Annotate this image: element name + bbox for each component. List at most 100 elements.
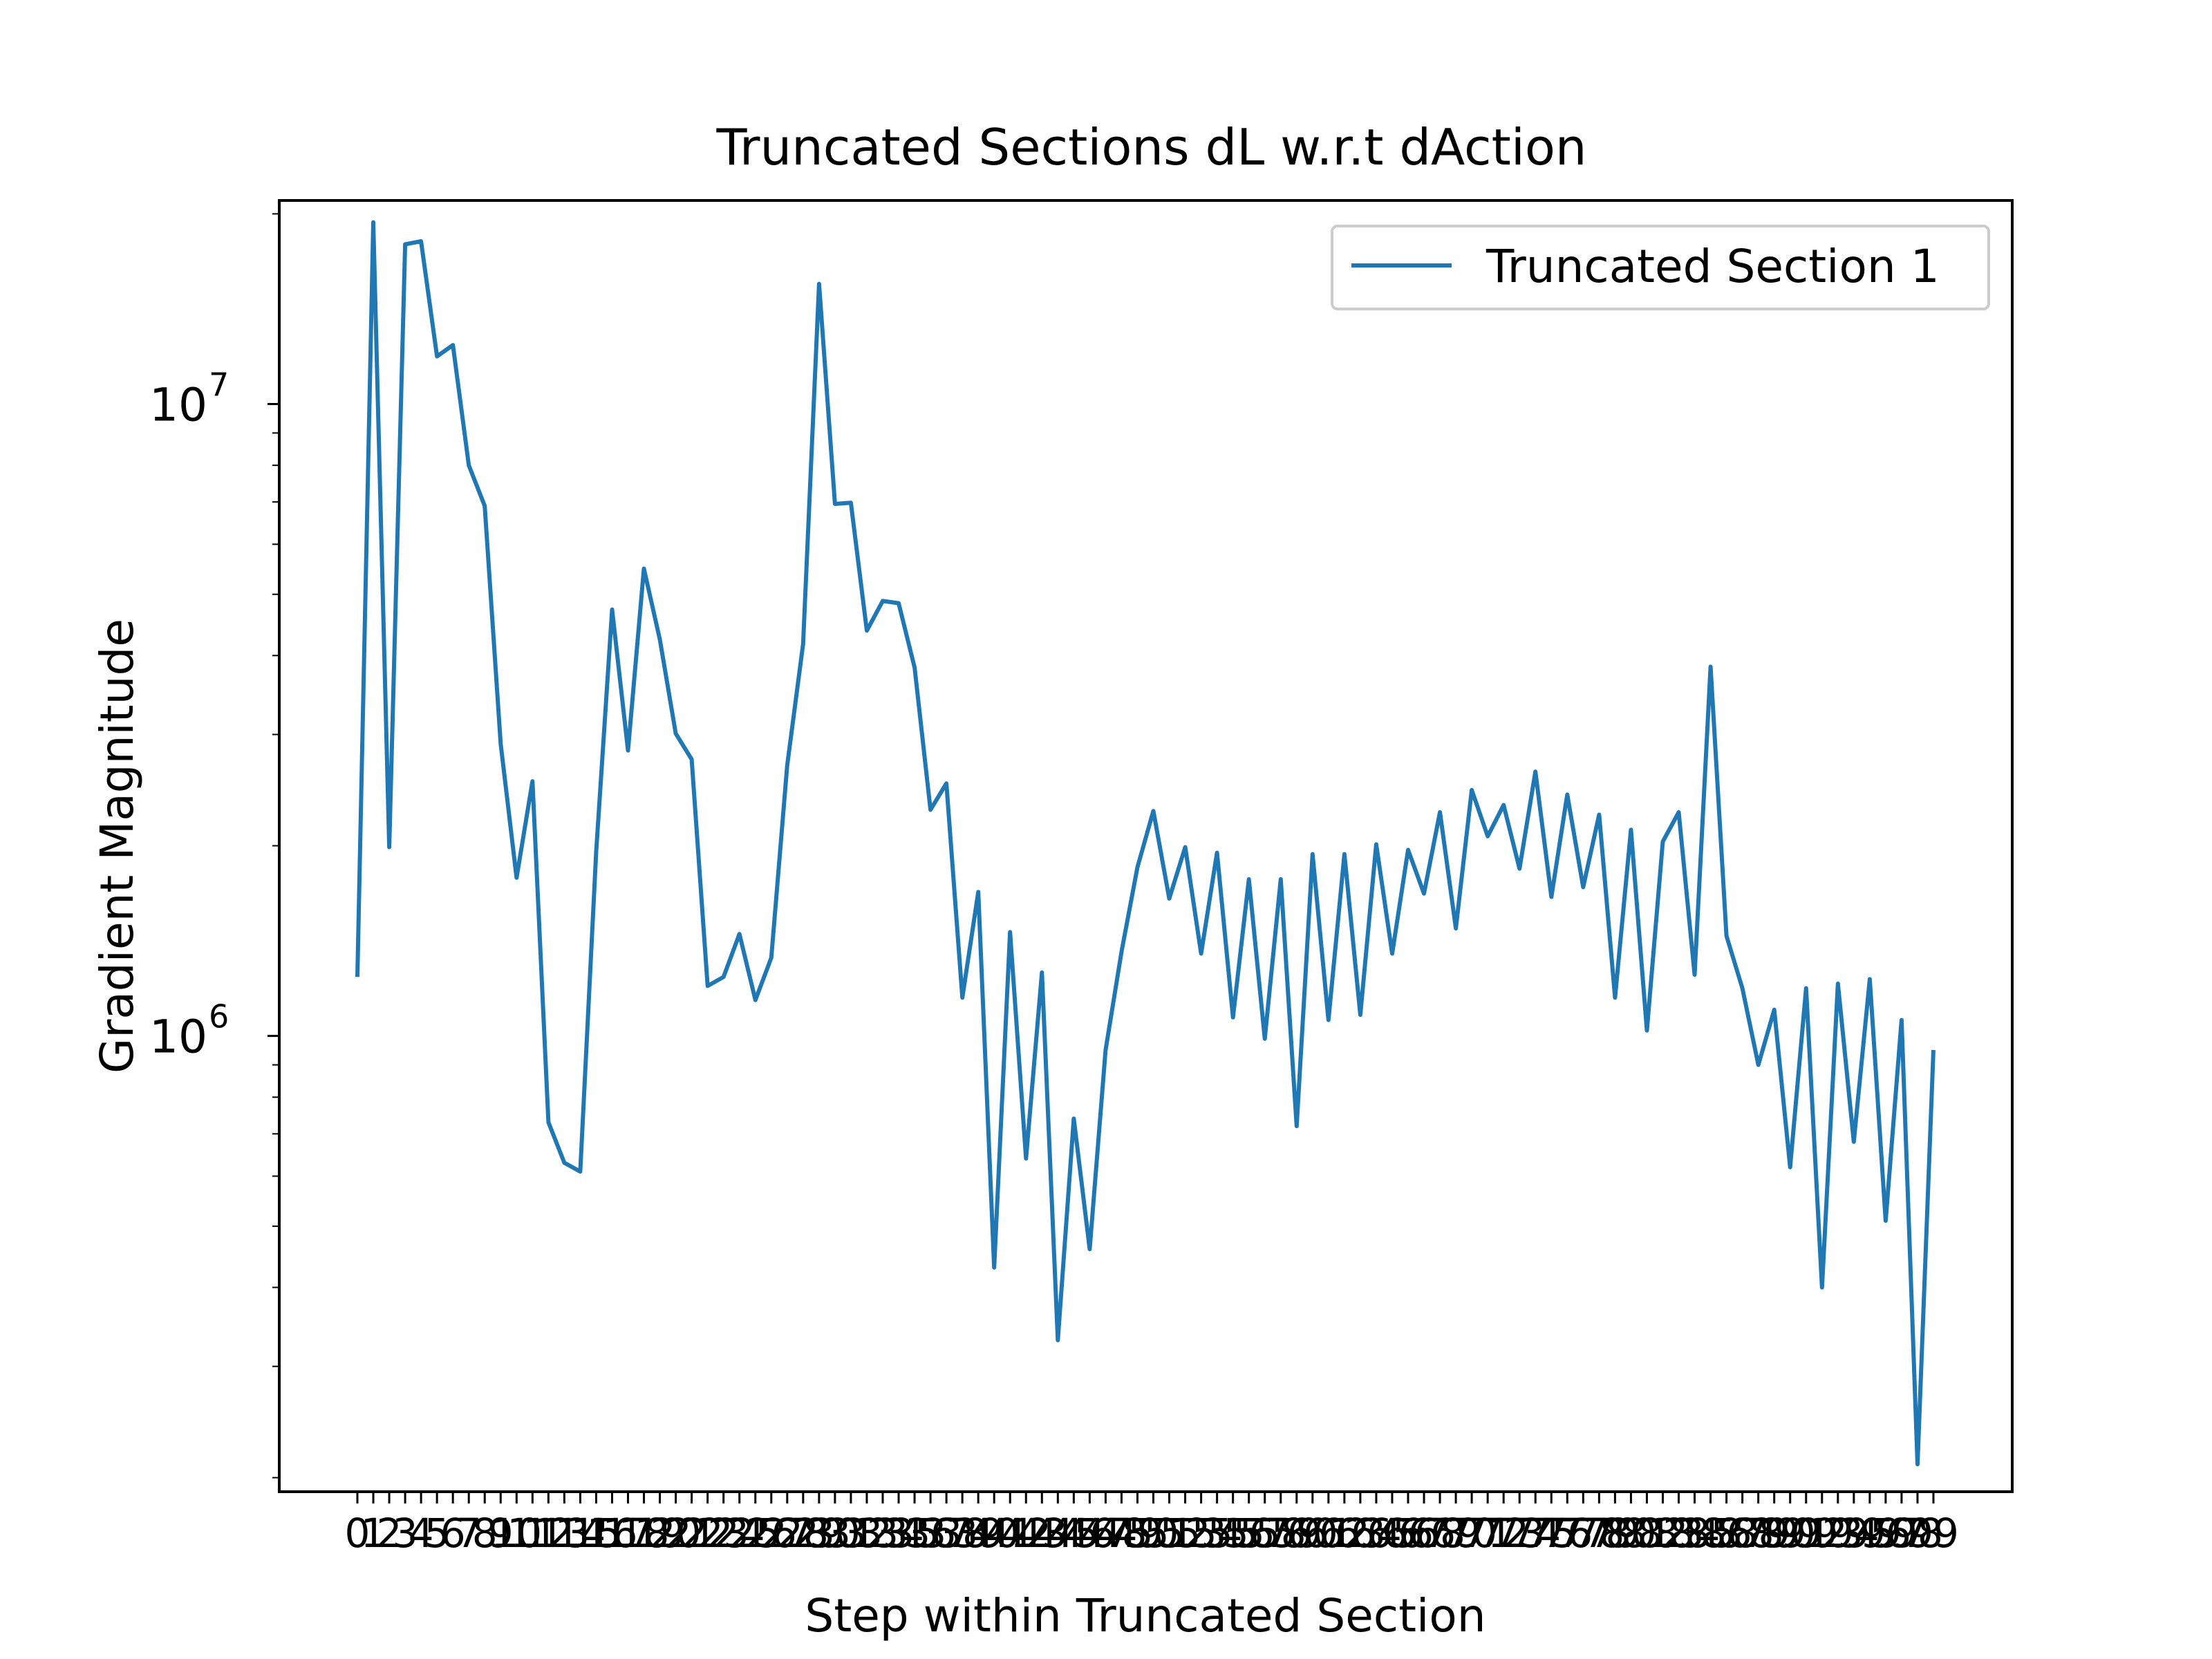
x-axis-label: Step within Truncated Section bbox=[805, 1589, 1485, 1642]
x-tick-label: 97 bbox=[1876, 1510, 1927, 1557]
x-tick-label: 24 bbox=[714, 1510, 765, 1557]
plot-frame bbox=[278, 199, 2014, 1493]
x-tick-label: 37 bbox=[921, 1510, 972, 1557]
x-tick-label: 70 bbox=[1446, 1510, 1497, 1557]
x-tick-label: 92 bbox=[1797, 1510, 1848, 1557]
y-axis-label: Gradient Magnitude bbox=[91, 619, 144, 1074]
x-tick-label: 33 bbox=[857, 1510, 908, 1557]
x-tick-label: 38 bbox=[937, 1510, 988, 1557]
x-tick-label: 79 bbox=[1589, 1510, 1640, 1557]
x-tick-label: 44 bbox=[1032, 1510, 1083, 1557]
x-tick-label: 53 bbox=[1176, 1510, 1227, 1557]
x-tick-label: 56 bbox=[1224, 1510, 1275, 1557]
series-line-1 bbox=[355, 220, 1936, 1467]
legend: Truncated Section 1 bbox=[1331, 225, 1990, 310]
x-tick-label: 5 bbox=[424, 1510, 450, 1557]
x-tick-label: 1 bbox=[361, 1510, 386, 1557]
x-tick-label: 75 bbox=[1526, 1510, 1577, 1557]
x-tick-label: 29 bbox=[794, 1510, 845, 1557]
x-tick-label: 14 bbox=[555, 1510, 606, 1557]
x-tick-label: 27 bbox=[762, 1510, 813, 1557]
x-tick-label: 82 bbox=[1638, 1510, 1689, 1557]
x-tick-label: 65 bbox=[1367, 1510, 1418, 1557]
x-tick-label: 28 bbox=[778, 1510, 829, 1557]
x-tick-label: 90 bbox=[1765, 1510, 1816, 1557]
x-tick-label: 95 bbox=[1844, 1510, 1895, 1557]
x-tick-label: 71 bbox=[1462, 1510, 1513, 1557]
x-tick-label: 94 bbox=[1828, 1510, 1880, 1557]
x-tick-label: 86 bbox=[1701, 1510, 1752, 1557]
x-tick-label: 48 bbox=[1096, 1510, 1147, 1557]
x-tick-label: 59 bbox=[1271, 1510, 1322, 1557]
legend-label: Truncated Section 1 bbox=[1485, 240, 1940, 293]
x-tick-label: 78 bbox=[1573, 1510, 1624, 1557]
x-tick-label: 43 bbox=[1016, 1510, 1067, 1557]
x-tick-label: 83 bbox=[1653, 1510, 1705, 1557]
x-tick-label: 68 bbox=[1414, 1510, 1465, 1557]
x-tick-label: 2 bbox=[377, 1510, 402, 1557]
x-tick-label: 50 bbox=[1128, 1510, 1179, 1557]
x-tick-label: 96 bbox=[1860, 1510, 1911, 1557]
x-tick-label: 69 bbox=[1430, 1510, 1481, 1557]
x-tick-label: 9 bbox=[488, 1510, 514, 1557]
x-tick-label: 18 bbox=[619, 1510, 670, 1557]
x-tick-label: 93 bbox=[1812, 1510, 1864, 1557]
x-tick-label: 13 bbox=[538, 1510, 590, 1557]
x-tick-label: 8 bbox=[472, 1510, 498, 1557]
x-tick-label: 88 bbox=[1733, 1510, 1784, 1557]
x-tick-label: 74 bbox=[1510, 1510, 1561, 1557]
x-tick-label: 91 bbox=[1781, 1510, 1832, 1557]
x-tick-label: 47 bbox=[1080, 1510, 1132, 1557]
y-tick-label-exponent: 7 bbox=[209, 366, 229, 404]
x-tick-label: 46 bbox=[1064, 1510, 1115, 1557]
x-tick-label: 45 bbox=[1048, 1510, 1099, 1557]
x-tick-label: 85 bbox=[1685, 1510, 1736, 1557]
x-tick-label: 49 bbox=[1112, 1510, 1163, 1557]
x-tick-label: 35 bbox=[889, 1510, 940, 1557]
x-tick-label: 15 bbox=[571, 1510, 622, 1557]
x-tick-label: 22 bbox=[682, 1510, 733, 1557]
x-tick-label: 55 bbox=[1208, 1510, 1259, 1557]
y-tick-label: 10 bbox=[149, 1011, 207, 1064]
x-tick-label: 26 bbox=[746, 1510, 797, 1557]
x-tick-label: 39 bbox=[953, 1510, 1004, 1557]
x-tick-label: 89 bbox=[1749, 1510, 1800, 1557]
x-tick-label: 3 bbox=[393, 1510, 418, 1557]
x-tick-label: 20 bbox=[650, 1510, 702, 1557]
x-tick-label: 54 bbox=[1192, 1510, 1243, 1557]
x-tick-label: 51 bbox=[1144, 1510, 1195, 1557]
x-tick-label: 42 bbox=[1000, 1510, 1051, 1557]
x-tick-label: 21 bbox=[666, 1510, 718, 1557]
x-tick-label: 81 bbox=[1622, 1510, 1673, 1557]
x-tick-label: 11 bbox=[507, 1510, 558, 1557]
x-tick-label: 17 bbox=[603, 1510, 654, 1557]
x-tick-label: 72 bbox=[1478, 1510, 1529, 1557]
x-tick-label: 4 bbox=[409, 1510, 434, 1557]
x-tick-label: 41 bbox=[984, 1510, 1035, 1557]
x-tick-label: 30 bbox=[809, 1510, 861, 1557]
x-tick-label: 6 bbox=[440, 1510, 466, 1557]
x-tick-label: 58 bbox=[1255, 1510, 1306, 1557]
x-tick-label: 67 bbox=[1398, 1510, 1450, 1557]
chart-title: Truncated Sections dL w.r.t dAction bbox=[715, 118, 1586, 176]
x-tick-label: 87 bbox=[1717, 1510, 1768, 1557]
x-tick-label: 73 bbox=[1494, 1510, 1545, 1557]
x-tick-label: 12 bbox=[523, 1510, 574, 1557]
plot-area: 10 610 70123456789101112131415161718192021… bbox=[149, 213, 1959, 1557]
x-tick-label: 19 bbox=[635, 1510, 686, 1557]
x-tick-label: 66 bbox=[1382, 1510, 1434, 1557]
x-tick-label: 16 bbox=[587, 1510, 638, 1557]
x-tick-label: 98 bbox=[1892, 1510, 1943, 1557]
x-tick-label: 32 bbox=[841, 1510, 892, 1557]
x-tick-label: 99 bbox=[1908, 1510, 1959, 1557]
x-tick-label: 40 bbox=[968, 1510, 1020, 1557]
x-tick-label: 63 bbox=[1335, 1510, 1386, 1557]
legend-box bbox=[1331, 225, 1990, 310]
y-tick-label-exponent: 6 bbox=[209, 998, 229, 1035]
x-tick-label: 34 bbox=[873, 1510, 924, 1557]
x-tick-label: 10 bbox=[491, 1510, 542, 1557]
x-tick-label: 60 bbox=[1287, 1510, 1338, 1557]
x-tick-label: 62 bbox=[1319, 1510, 1370, 1557]
x-tick-label: 80 bbox=[1606, 1510, 1657, 1557]
